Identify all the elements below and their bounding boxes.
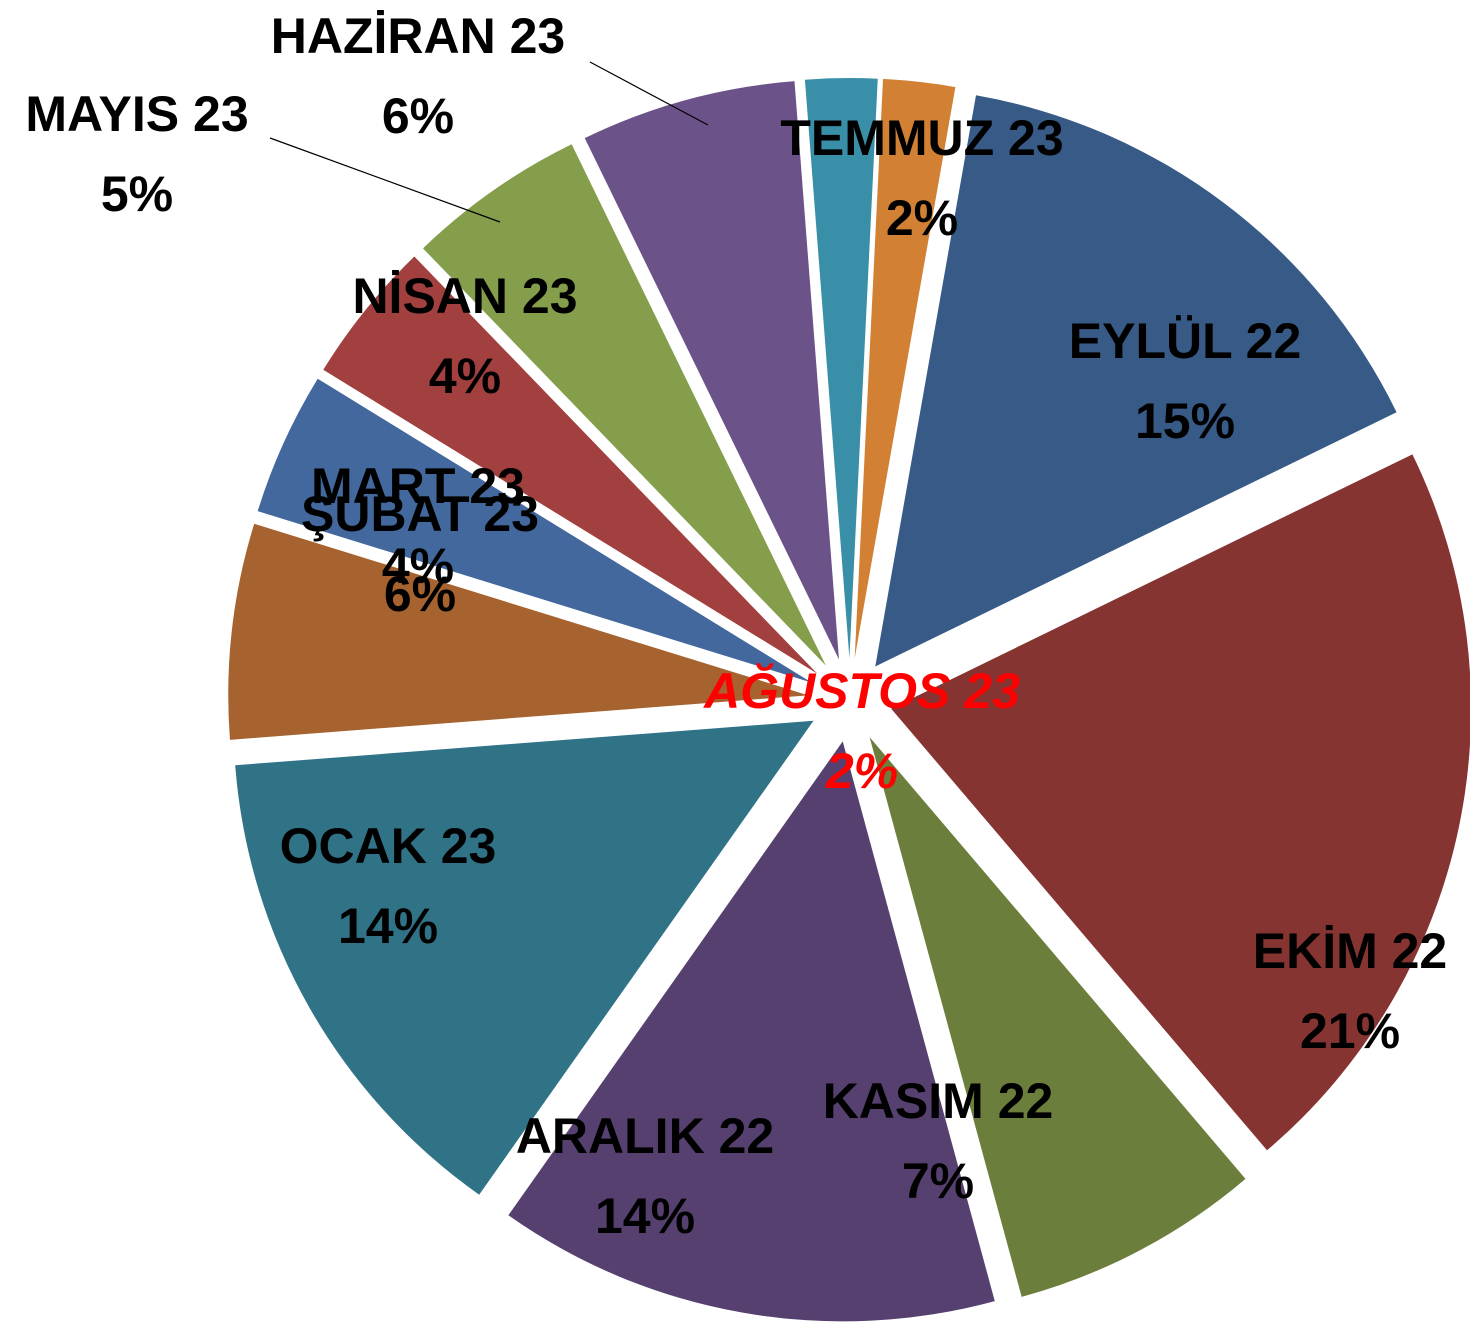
slice-label: AĞUSTOS 23 <box>702 663 1020 719</box>
slice-label: ARALIK 22 <box>516 1108 774 1164</box>
pie-slice <box>257 378 812 683</box>
pie-slice <box>235 720 814 1195</box>
pie-slice <box>584 81 839 660</box>
slice-value-label: 14% <box>595 1188 695 1244</box>
slice-value-label: 4% <box>382 538 454 594</box>
slice-value-label: 21% <box>1300 1003 1400 1059</box>
slice-value-label: 14% <box>338 898 438 954</box>
slice-value-label: 5% <box>101 166 173 222</box>
slice-label: EYLÜL 22 <box>1069 313 1302 369</box>
pie-slice <box>875 95 1397 667</box>
slice-label: NİSAN 23 <box>352 268 577 324</box>
slice-label: HAZİRAN 23 <box>271 8 565 64</box>
pie-slice <box>854 78 956 659</box>
leader-line <box>269 137 501 223</box>
slices <box>228 78 1470 1322</box>
slice-value-label: 15% <box>1135 393 1235 449</box>
pie-slice <box>323 256 818 674</box>
leader-line <box>589 61 709 126</box>
slice-value-label: 2% <box>886 190 958 246</box>
pie-slice <box>869 737 1246 1297</box>
slice-label: ŞUBAT 23 <box>301 486 539 542</box>
pie-slice <box>228 523 809 740</box>
slice-value-label: 6% <box>384 566 456 622</box>
slice-label: KASIM 22 <box>823 1073 1054 1129</box>
pie-slice <box>804 78 878 659</box>
pie-slice <box>891 454 1470 1151</box>
slice-label: MAYIS 23 <box>25 86 248 142</box>
slice-label: MART 23 <box>311 458 525 514</box>
slice-label: OCAK 23 <box>280 818 497 874</box>
slice-label: EKİM 22 <box>1253 923 1448 979</box>
slice-value-label: 4% <box>429 348 501 404</box>
slice-value-label: 7% <box>902 1153 974 1209</box>
pie-slice <box>508 741 995 1322</box>
pie-slice <box>423 144 826 666</box>
slice-value-label: 6% <box>382 88 454 144</box>
slice-value-label: 2% <box>825 743 898 799</box>
slice-label: TEMMUZ 23 <box>780 110 1063 166</box>
